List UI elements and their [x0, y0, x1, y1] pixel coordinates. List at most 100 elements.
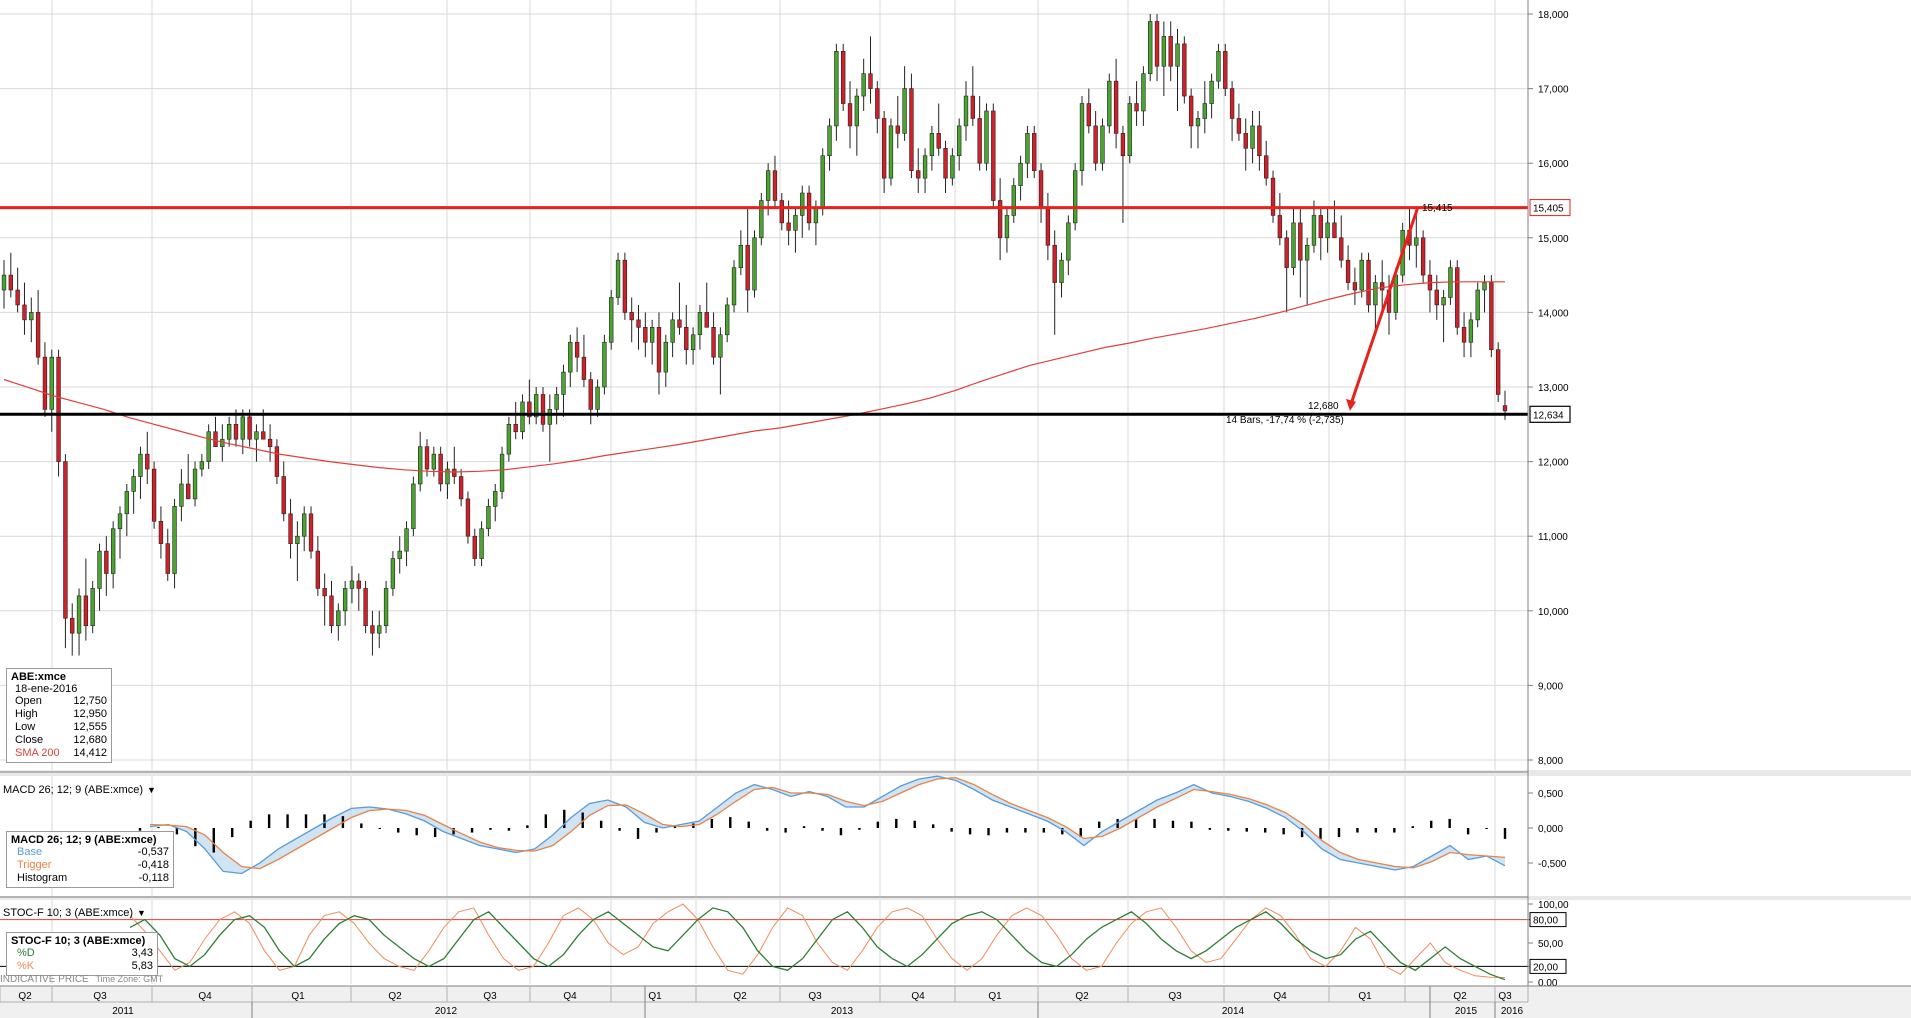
- stoch-rows: %D 3,43 %K 5,83: [11, 947, 153, 973]
- candle-body: [813, 207, 819, 224]
- candle-body: [370, 625, 375, 634]
- candle-body: [1066, 222, 1071, 261]
- macd-histogram-bar: [1079, 828, 1082, 838]
- stoch-dropdown-icon[interactable]: ▼: [137, 908, 146, 918]
- stoch-header[interactable]: STOC-F 10; 3 (ABE:xmce) ▼: [3, 907, 146, 919]
- candle-body: [533, 394, 539, 418]
- macd-label: Base: [17, 846, 43, 858]
- info-label: Low: [15, 721, 36, 733]
- macd-histogram-bar: [747, 821, 750, 828]
- candle-body: [663, 341, 668, 373]
- info-label: SMA 200: [15, 747, 60, 759]
- info-symbol: ABE:xmce: [11, 671, 67, 683]
- candle-body: [656, 327, 662, 373]
- candle-body: [827, 125, 832, 157]
- candle-body: [452, 468, 457, 477]
- candle-body: [1277, 215, 1283, 239]
- stoch-value: 5,83: [131, 960, 153, 972]
- macd-histogram-bar: [636, 828, 640, 839]
- info-label: Close: [15, 734, 44, 746]
- info-row: High 12,950: [15, 708, 107, 721]
- macd-histogram-bar: [1245, 828, 1248, 832]
- candle-body: [124, 491, 129, 515]
- candle-body: [1325, 222, 1330, 239]
- candle-body: [1359, 259, 1364, 291]
- x-quarter-label: Q2: [733, 991, 747, 1002]
- macd-histogram-bar: [1485, 828, 1488, 829]
- candle-body: [465, 498, 471, 537]
- macd-histogram-bar: [1448, 818, 1451, 828]
- sma200-line: [3, 281, 1505, 473]
- macd-histogram-bar: [1337, 828, 1341, 838]
- candle-body: [1195, 118, 1201, 127]
- x-quarter-label: Q2: [18, 991, 32, 1002]
- candle-body: [1352, 282, 1358, 291]
- macd-histogram-bar: [249, 820, 252, 828]
- macd-histogram-bar: [304, 814, 308, 828]
- candle-body: [1188, 95, 1194, 127]
- candle-body: [90, 588, 95, 627]
- candle-body: [1318, 215, 1323, 239]
- macd-histogram-bar: [397, 828, 400, 833]
- candle-body: [179, 483, 184, 507]
- info-row: SMA 200 14,412: [15, 747, 107, 760]
- macd-histogram-bar: [1005, 828, 1009, 833]
- candle-body: [1113, 80, 1119, 134]
- macd-histogram-bar: [950, 828, 953, 832]
- macd-histogram-bar: [876, 821, 880, 828]
- candle-body: [438, 453, 443, 485]
- candle-body: [308, 513, 314, 552]
- macd-histogram-bar: [1171, 820, 1175, 828]
- macd-histogram-bar: [968, 828, 972, 835]
- candle-body: [936, 133, 941, 149]
- candle-body: [76, 595, 82, 634]
- candle-body: [8, 274, 13, 291]
- macd-rows: Base -0,537 Trigger -0,418 Histogram -0,118: [11, 846, 169, 885]
- candle-body: [629, 312, 634, 321]
- candle-body: [117, 513, 123, 530]
- candle-body: [1011, 185, 1016, 216]
- candle-body: [199, 461, 205, 470]
- candle-body: [561, 371, 566, 395]
- candle-body: [1141, 73, 1146, 112]
- macd-histogram-bar: [470, 828, 474, 833]
- candle-body: [1025, 133, 1030, 164]
- y-tick-label: 14,000: [1538, 308, 1569, 319]
- macd-histogram-bar: [858, 828, 861, 830]
- candle-body: [1107, 80, 1112, 127]
- candle-body: [192, 468, 198, 500]
- candle-body: [1148, 21, 1153, 74]
- candle-body: [1086, 103, 1091, 127]
- info-value: 12,680: [73, 734, 107, 746]
- candle-body: [745, 244, 750, 291]
- candle-body: [847, 103, 853, 127]
- candle-body: [588, 379, 593, 410]
- stoch-row: %K 5,83: [17, 960, 153, 973]
- x-quarter-label: Q4: [198, 991, 212, 1002]
- stoch-info-box: STOC-F 10; 3 (ABE:xmce) %D 3,43 %K 5,83: [6, 932, 158, 976]
- macd-header[interactable]: MACD 26; 12; 9 (ABE:xmce) ▼: [3, 784, 156, 796]
- candle-body: [336, 610, 341, 627]
- resistance-tag-label: 15,405: [1533, 204, 1564, 215]
- y-tick-label: 16,000: [1538, 159, 1569, 170]
- candle-body: [1489, 282, 1494, 350]
- y-tick-label: 15,000: [1538, 234, 1569, 245]
- candle-body: [984, 110, 989, 164]
- candle-body: [165, 543, 170, 574]
- candle-body: [704, 312, 709, 328]
- info-value: 12,950: [73, 708, 107, 720]
- candle-body: [711, 327, 716, 358]
- info-rows: Open 12,750 High 12,950 Low 12,555 Close 12,680…: [11, 695, 107, 760]
- candle-body: [104, 550, 109, 574]
- candle-body: [349, 580, 355, 589]
- panel-separator: [0, 770, 1911, 776]
- x-quarter-label: Q1: [1358, 991, 1372, 1002]
- candle-body: [1270, 177, 1276, 216]
- macd-histogram-bar: [599, 820, 603, 828]
- candle-body: [329, 595, 334, 627]
- macd-dropdown-icon[interactable]: ▼: [147, 785, 156, 795]
- x-quarter-label: Q4: [911, 991, 925, 1002]
- candle-body: [615, 259, 621, 298]
- stoch-k-line: [129, 903, 1506, 978]
- candle-body: [622, 259, 628, 313]
